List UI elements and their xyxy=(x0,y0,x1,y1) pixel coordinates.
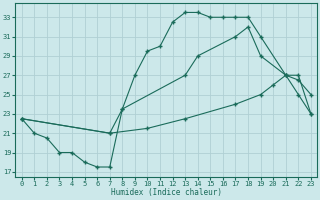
X-axis label: Humidex (Indice chaleur): Humidex (Indice chaleur) xyxy=(111,188,222,197)
